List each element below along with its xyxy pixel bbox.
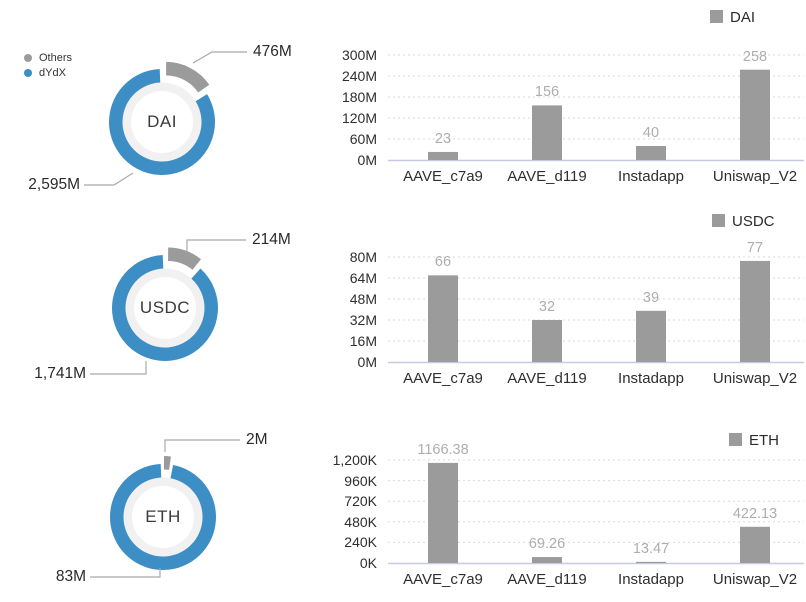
bar-usdc-value-label: 39 <box>642 289 660 306</box>
bar-dai-bar-Uniswap_V2[interactable] <box>740 69 770 160</box>
bar-dai-value-label: 40 <box>642 125 660 141</box>
bar-eth-category-label: AAVE_c7a9 <box>403 571 483 588</box>
bar-eth-bar-AAVE_c7a9[interactable] <box>428 462 458 563</box>
donut-usdc-hole <box>134 277 196 339</box>
bar-usdc-category-label: AAVE_d119 <box>507 370 587 387</box>
bar-usdc-bar-Instadapp[interactable] <box>636 310 666 362</box>
bar-dai-category-label: AAVE_c7a9 <box>403 168 483 185</box>
bar-dai-ytick: 60M <box>349 131 377 147</box>
eth-dydx-value: 83M <box>55 568 86 585</box>
usdc-others-value: 214M <box>252 231 291 248</box>
bar-eth-category-label: AAVE_d119 <box>507 571 587 588</box>
bar-dai-category-label: Uniswap_V2 <box>712 168 798 185</box>
donut-center-label-eth: ETH <box>145 507 181 526</box>
bar-usdc-ytick: 32M <box>349 312 377 328</box>
bar-eth-ytick: 480K <box>344 513 377 530</box>
bar-eth-legend-label[interactable]: ETH <box>749 432 779 449</box>
bar-eth-ytick: 960K <box>344 472 377 489</box>
bar-usdc-category-label: Uniswap_V2 <box>712 370 798 387</box>
bar-eth-ytick: 1,200K <box>332 452 377 468</box>
usdc-dydx-value: 1,741M <box>34 365 86 382</box>
legend-item-others[interactable]: Others <box>24 50 72 65</box>
donut-eth-slice-others[interactable] <box>163 456 171 470</box>
dai-dydx-value: 2,595M <box>28 176 80 193</box>
donut-dai-leader-dydx-line <box>84 172 134 186</box>
bar-eth-category-label: Uniswap_V2 <box>712 571 798 588</box>
bar-dai-category-label: Instadapp <box>618 168 684 185</box>
bar-dai-value-label: 258 <box>742 48 768 65</box>
bar-dai-ytick: 240M <box>341 68 377 84</box>
legend-item-dydx[interactable]: dYdX <box>24 65 72 80</box>
bar-dai-value-label: 156 <box>534 84 560 101</box>
bar-usdc-ytick: 16M <box>349 333 377 349</box>
bar-eth-bar-Uniswap_V2[interactable] <box>740 526 770 563</box>
bar-dai-bar-AAVE_d119[interactable] <box>532 105 562 160</box>
bar-usdc-category-label: Instadapp <box>618 370 684 387</box>
bar-usdc-bar-AAVE_d119[interactable] <box>532 320 562 362</box>
donut-center-label-dai: DAI <box>147 112 177 131</box>
donut-eth-hole <box>132 486 194 548</box>
bar-usdc-ytick: 80M <box>349 249 377 265</box>
bar-dai-bar-Instadapp[interactable] <box>636 146 666 160</box>
bar-dai-ytick: 0M <box>357 152 377 168</box>
bar-usdc-bar-Uniswap_V2[interactable] <box>740 260 770 362</box>
donut-eth-leader-others-line <box>164 439 240 452</box>
bar-eth-value-label: 69.26 <box>528 536 566 553</box>
bar-eth-bar-Instadapp[interactable] <box>636 561 666 563</box>
donut-usdc-leader-others-line <box>186 239 246 251</box>
bar-usdc-ytick: 0M <box>357 354 377 370</box>
bar-eth-legend-swatch-icon <box>729 433 742 446</box>
donut-dai-hole <box>131 91 193 153</box>
donut-usdc-slice-others[interactable] <box>168 247 201 270</box>
bar-dai-ytick: 180M <box>341 89 377 105</box>
bar-dai-category-label: AAVE_d119 <box>507 168 587 185</box>
bar-dai-legend-swatch-icon <box>710 10 723 23</box>
donut-legend: Others dYdX <box>24 50 72 80</box>
bar-eth-value-label: 1166.38 <box>417 441 469 458</box>
bar-dai-ytick: 300M <box>341 47 377 63</box>
legend-label-others: Others <box>39 51 73 64</box>
donut-usdc-leader-dydx-line <box>90 361 147 375</box>
dydx-swatch-icon <box>24 68 32 77</box>
bar-dai-ytick: 120M <box>341 110 377 126</box>
dai-others-value: 476M <box>253 43 292 60</box>
donut-eth-leader-dydx-line <box>90 568 161 578</box>
eth-others-value: 2M <box>246 431 268 448</box>
bar-usdc-ytick: 64M <box>349 270 377 286</box>
bar-usdc-value-label: 66 <box>434 254 452 271</box>
bar-usdc-ytick: 48M <box>349 291 377 307</box>
bar-eth-value-label: 13.47 <box>632 540 670 557</box>
bar-usdc-bar-AAVE_c7a9[interactable] <box>428 275 458 362</box>
bar-usdc-category-label: AAVE_c7a9 <box>403 370 483 387</box>
bar-eth-ytick: 720K <box>344 493 377 510</box>
bar-eth-ytick: 0K <box>359 555 377 571</box>
bar-eth-value-label: 422.13 <box>732 505 778 522</box>
legend-label-dydx: dYdX <box>39 66 66 79</box>
donut-center-label-usdc: USDC <box>139 298 191 317</box>
others-swatch-icon <box>24 53 32 62</box>
bar-usdc-legend-label[interactable]: USDC <box>732 213 775 230</box>
bar-usdc-value-label: 32 <box>538 299 556 315</box>
bar-eth-bar-AAVE_d119[interactable] <box>532 557 562 563</box>
donut-dai-slice-others[interactable] <box>166 61 210 93</box>
bar-usdc-legend-swatch-icon <box>712 214 725 227</box>
donut-dai-leader-others-line <box>192 51 247 64</box>
bar-eth-ytick: 240K <box>344 534 377 551</box>
bar-dai-bar-AAVE_c7a9[interactable] <box>428 151 458 160</box>
bar-dai-value-label: 23 <box>434 130 452 147</box>
bar-usdc-value-label: 77 <box>746 239 764 256</box>
bar-eth-category-label: Instadapp <box>618 571 684 588</box>
bar-dai-legend-label[interactable]: DAI <box>730 9 756 26</box>
